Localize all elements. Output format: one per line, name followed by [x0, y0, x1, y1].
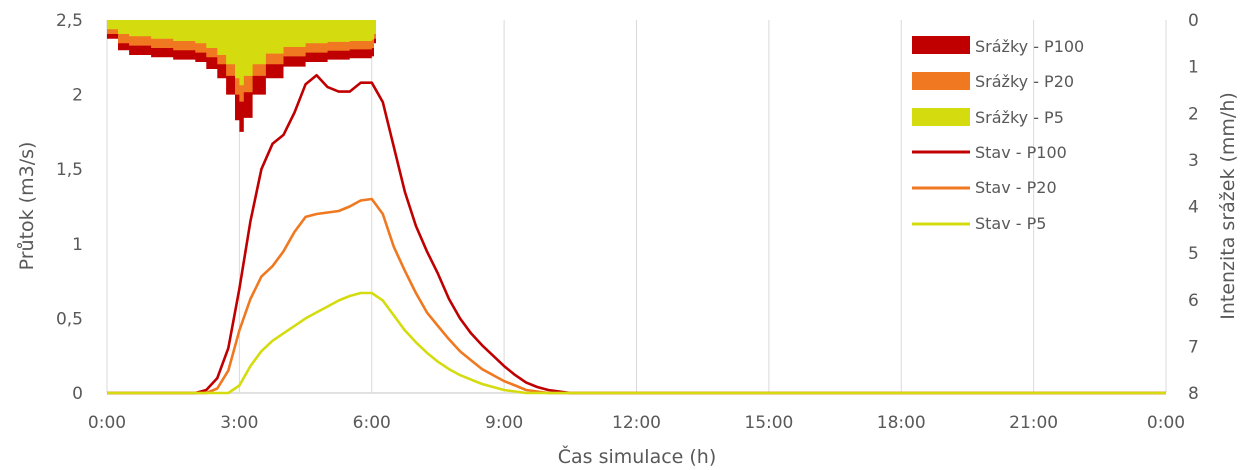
y-axis-ticks: 0 0,5 1 1,5 2 2,5	[56, 11, 83, 404]
legend-swatch-srazky-p100	[912, 36, 970, 54]
y2-axis-ticks: 0 1 2 3 4 5 6 7 8	[1188, 11, 1199, 404]
y2-axis-title: Intenzita srážek (mm/h)	[1217, 92, 1239, 320]
x-tick-label: 18:00	[877, 413, 926, 433]
y2-tick-label: 7	[1188, 337, 1199, 357]
x-tick-label: 12:00	[612, 413, 661, 433]
y-tick-label: 0,5	[56, 309, 83, 329]
x-tick-label: 9:00	[485, 413, 523, 433]
y-tick-label: 1	[72, 235, 83, 255]
x-tick-label: 21:00	[1009, 413, 1058, 433]
y-tick-label: 2,5	[56, 11, 83, 31]
flow-line-stav-p20	[107, 197, 1166, 395]
y2-tick-label: 5	[1188, 244, 1199, 264]
y-tick-label: 0	[72, 384, 83, 404]
y2-tick-label: 0	[1188, 11, 1199, 31]
x-tick-label: 3:00	[220, 413, 258, 433]
legend-label-stav-p5: Stav - P5	[975, 214, 1046, 233]
y-tick-label: 1,5	[56, 160, 83, 180]
y2-tick-label: 3	[1188, 151, 1199, 171]
x-axis-ticks: 0:00 3:00 6:00 9:00 12:00 15:00 18:00 21:00 0:00	[88, 413, 1185, 433]
x-tick-label: 6:00	[353, 413, 391, 433]
y-axis-title: Průtok (m3/s)	[16, 142, 38, 271]
legend-label-stav-p20: Stav - P20	[975, 178, 1057, 197]
legend-label-srazky-p100: Srážky - P100	[975, 37, 1084, 56]
legend-label-srazky-p5: Srážky - P5	[975, 108, 1064, 127]
y-tick-label: 2	[72, 86, 83, 106]
rain-area-sr-ky-p5	[107, 20, 376, 86]
x-tick-label: 0:00	[88, 413, 126, 433]
rainfall-series	[107, 20, 376, 132]
flow-series	[107, 73, 1166, 395]
flow-line-stav-p5	[107, 291, 1166, 395]
x-axis-title: Čas simulace (h)	[558, 444, 717, 468]
y2-tick-label: 2	[1188, 104, 1199, 124]
legend-swatch-srazky-p5	[912, 108, 970, 126]
y2-tick-label: 8	[1188, 384, 1199, 404]
y2-tick-label: 6	[1188, 291, 1199, 311]
x-tick-label: 15:00	[744, 413, 793, 433]
x-tick-label: 0:00	[1147, 413, 1185, 433]
flow-line-stav-p100	[107, 73, 1166, 395]
y2-tick-label: 4	[1188, 198, 1199, 218]
legend-swatch-srazky-p20	[912, 72, 970, 90]
legend-label-stav-p100: Stav - P100	[975, 143, 1067, 162]
legend-label-srazky-p20: Srážky - P20	[975, 72, 1074, 91]
chart-legend: Srážky - P100 Srážky - P20 Srážky - P5 S…	[912, 36, 1084, 233]
y2-tick-label: 1	[1188, 58, 1199, 78]
